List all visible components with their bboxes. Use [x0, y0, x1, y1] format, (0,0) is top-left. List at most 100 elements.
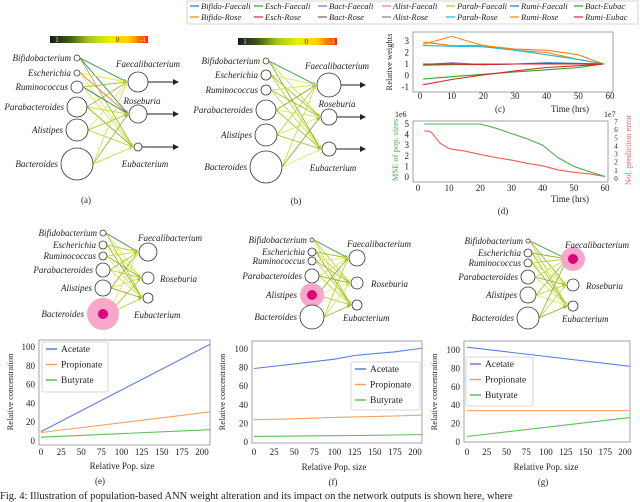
input-node	[98, 240, 108, 250]
series-line-left	[424, 123, 606, 178]
edge	[318, 275, 351, 284]
x-tick-label: 0	[39, 447, 44, 457]
edge	[110, 251, 139, 289]
legend-entry-label: Bifido-Rose	[201, 12, 241, 22]
series-line-right	[424, 130, 606, 177]
plot-area	[412, 31, 614, 93]
edge	[318, 257, 349, 277]
input-node-label: Bifidobacterium	[39, 228, 98, 238]
x-tick-label: 50	[77, 447, 87, 457]
edge	[270, 74, 322, 150]
x-tick-label: 0	[418, 91, 423, 101]
input-node	[260, 69, 272, 81]
output-node-label: Faecalibacterium	[137, 233, 202, 243]
edge	[535, 258, 568, 296]
input-node-label: Bacteroides	[204, 162, 247, 172]
y-right-tick-label: 7	[614, 118, 618, 126]
legend-entry-label: Parab-Faecali	[456, 1, 508, 11]
colorbar-tick-label: 0	[116, 36, 120, 44]
edge	[105, 232, 143, 299]
edge	[538, 284, 567, 319]
edge	[281, 148, 322, 168]
edge	[268, 60, 317, 86]
panel-caption: (d)	[498, 206, 509, 216]
edge	[323, 282, 351, 318]
input-node-label: Escherichia	[52, 240, 96, 250]
y-tick-label: 1	[405, 59, 410, 69]
chart-legend: Acetate Propionate Butyrate	[41, 341, 109, 393]
x-tick-label: 100	[115, 447, 129, 457]
output-node	[351, 299, 363, 311]
output-node	[128, 104, 148, 124]
edge	[79, 57, 128, 83]
input-node	[73, 69, 81, 77]
x-tick-label: 150	[368, 447, 382, 457]
output-node-label: Roseburia	[318, 99, 356, 109]
y-tick-label: -1	[402, 82, 410, 92]
edge	[538, 305, 568, 319]
x-tick-label: 50	[290, 447, 300, 457]
edge	[315, 251, 349, 259]
output-node	[316, 72, 342, 98]
x-tick-label: 10	[445, 183, 455, 193]
edge	[275, 84, 317, 111]
edge-arrowhead	[137, 278, 141, 282]
input-node-label: Ruminococcus	[252, 256, 306, 266]
y-tick-label: 60	[451, 382, 461, 392]
colorbar-tick-label: 1	[55, 36, 59, 44]
y-tick-label: 60	[239, 381, 249, 391]
edge	[323, 257, 349, 318]
chart-legend-box	[41, 341, 109, 393]
x-tick-label: 125	[348, 447, 362, 457]
edge	[276, 84, 317, 136]
series-line-esch-rose	[423, 63, 604, 86]
input-node	[255, 99, 277, 121]
legend-entry-label: Acetate	[485, 360, 514, 370]
edge	[109, 251, 139, 271]
y-axis-label: MSE of pop. sizes	[390, 119, 400, 181]
output-node-label: Roseburia	[370, 279, 408, 289]
legend-entry-label: Bact-Eubac	[585, 1, 625, 11]
output-node-label: Eubacterium	[342, 313, 390, 323]
legend-entry-label: Bifido-Faecali	[201, 1, 251, 11]
y-tick-label: 1	[405, 161, 410, 171]
edge-arrowhead	[317, 148, 321, 153]
edge-arrowhead	[124, 114, 128, 118]
input-node	[60, 147, 94, 181]
edge	[79, 57, 134, 148]
series-line-parab-rose	[423, 45, 604, 65]
edge	[87, 81, 128, 131]
y-tick-label: 20	[451, 419, 461, 429]
edge	[270, 74, 321, 118]
edge	[535, 294, 568, 307]
edge-arrowhead	[313, 85, 317, 89]
input-node	[307, 247, 317, 257]
input-node	[260, 84, 272, 96]
chart-f: 0 25 50 75 100 125 150 175 200 0 20 40 60 80 100 Acetat…	[217, 340, 423, 487]
input-node	[70, 80, 84, 94]
x-axis-label: Relative Pop. size	[514, 462, 579, 472]
y-right-tick-label: 3	[614, 151, 618, 159]
edge-arrowhead	[345, 258, 349, 262]
output-node	[127, 71, 149, 93]
input-node-label: Escherichia	[27, 68, 71, 78]
edge	[315, 260, 351, 284]
legend-entry-label: Propionate	[61, 361, 102, 371]
legend-entry-label: Alist-Faecali	[392, 1, 438, 11]
input-node-label: Parabacteroides	[3, 102, 64, 112]
edge	[270, 89, 322, 150]
input-node	[309, 237, 315, 243]
panel-caption: (b)	[291, 196, 302, 206]
input-node	[299, 304, 325, 330]
series-line-butyrate	[40, 429, 210, 438]
edge	[313, 239, 352, 306]
colorbar-tick-label: -1	[140, 36, 146, 44]
edge	[92, 146, 134, 165]
edge	[82, 86, 134, 148]
y-axis-label: Relative concentration	[217, 353, 227, 430]
edge	[106, 244, 143, 299]
edge	[275, 109, 322, 150]
x-tick-label: 175	[599, 447, 613, 457]
output-node-label: Eubacterium	[561, 314, 609, 324]
x-tick-label: 0	[416, 183, 421, 193]
